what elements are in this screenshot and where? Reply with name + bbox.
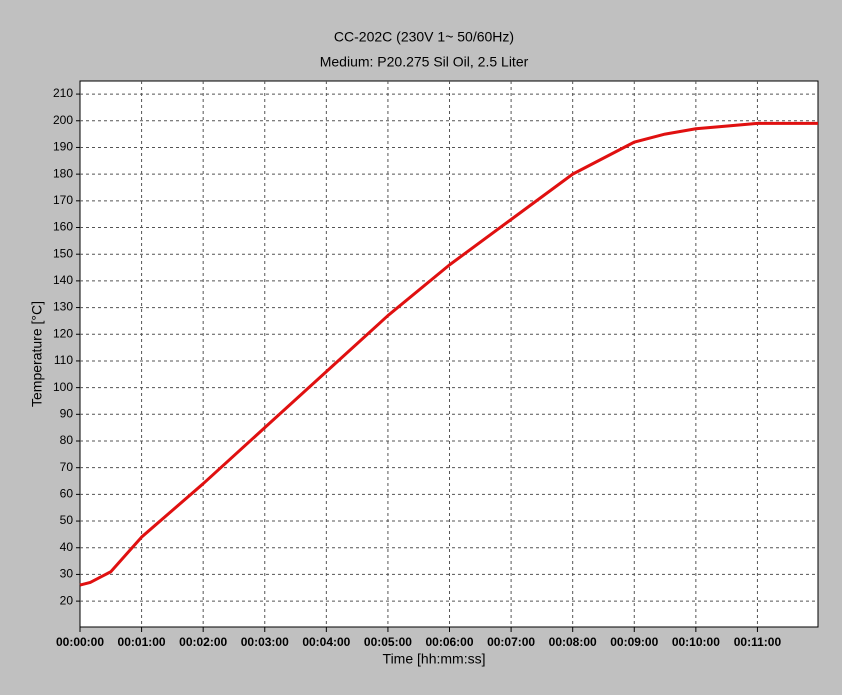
y-tick-label: 100	[53, 380, 73, 394]
y-tick-label: 30	[60, 567, 74, 581]
y-tick-label: 80	[60, 433, 74, 447]
data-line	[79, 121, 818, 587]
x-tick-label: 00:04:00	[302, 635, 350, 649]
x-tick-label: 00:09:00	[610, 635, 658, 649]
y-tick-label: 110	[54, 353, 73, 367]
y-tick-label: 130	[53, 300, 73, 314]
y-tick-label: 60	[60, 487, 74, 501]
y-tick-label: 190	[53, 140, 73, 154]
x-tick-label: 00:02:00	[179, 635, 227, 649]
x-tick-label: 00:11:00	[734, 635, 782, 649]
y-tick-label: 170	[53, 193, 73, 207]
y-tick-label: 120	[53, 326, 73, 340]
x-tick-label: 00:01:00	[118, 635, 166, 649]
x-axis-label: Time [hh:mm:ss]	[383, 651, 486, 667]
y-tick-label: 50	[60, 513, 74, 527]
y-tick-label: 140	[53, 273, 73, 287]
y-tick-label: 70	[60, 460, 74, 474]
chart-title: CC-202C (230V 1~ 50/60Hz)	[334, 29, 514, 45]
y-tick-label: 180	[53, 166, 73, 180]
x-tick-label: 00:06:00	[425, 635, 473, 649]
x-tick-label: 00:05:00	[364, 635, 412, 649]
y-axis-label: Temperature [°C]	[29, 301, 45, 407]
y-tick-label: 150	[53, 246, 73, 260]
y-tick-label: 40	[60, 540, 74, 554]
x-tick-label: 00:03:00	[241, 635, 289, 649]
y-tick-label: 210	[53, 86, 73, 100]
x-tick-label: 00:10:00	[672, 635, 720, 649]
y-tick-label: 200	[53, 113, 73, 127]
chart-subtitle: Medium: P20.275 Sil Oil, 2.5 Liter	[320, 54, 529, 70]
y-tick-label: 20	[60, 593, 74, 607]
y-tick-label: 90	[60, 406, 74, 420]
plot-area	[79, 80, 819, 628]
x-tick-label: 00:00:00	[56, 635, 104, 649]
y-tick-label: 160	[53, 220, 73, 234]
x-tick-label: 00:07:00	[487, 635, 535, 649]
x-tick-label: 00:08:00	[549, 635, 597, 649]
